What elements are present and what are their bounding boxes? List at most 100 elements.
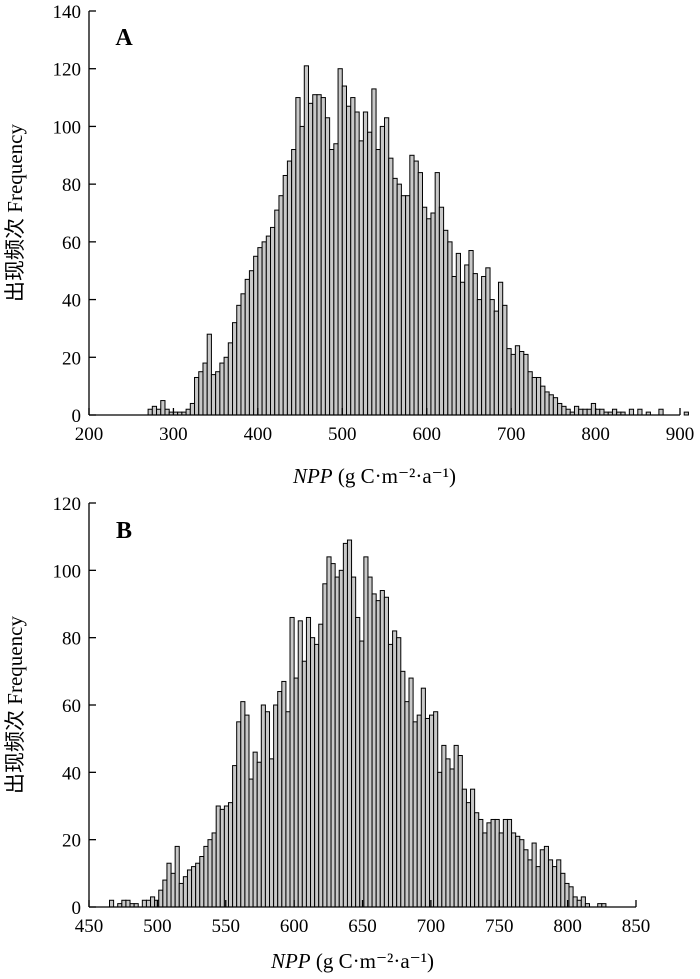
histogram-bar (586, 408, 592, 416)
histogram-bar (297, 620, 303, 908)
histogram-bar (308, 102, 314, 416)
histogram-bar (240, 701, 246, 908)
histogram-bar (145, 899, 152, 908)
histogram-bar (215, 805, 221, 908)
histogram-bar (408, 677, 414, 908)
histogram-bar (223, 805, 229, 908)
histogram-bar (400, 670, 406, 908)
histogram-bar (202, 362, 208, 416)
histogram-bar (174, 845, 180, 908)
histogram-bar (548, 394, 554, 416)
y-axis-title: 出现频次 Frequency (3, 124, 27, 302)
histogram-bar (498, 832, 504, 908)
histogram-bar (191, 866, 197, 908)
histogram-bar (195, 862, 201, 908)
histogram-bar (461, 788, 467, 908)
x-tick-label: 800 (581, 424, 610, 445)
histogram-bar (421, 206, 428, 416)
histogram-bar (170, 872, 176, 908)
histogram-bar (556, 859, 562, 908)
histogram-bar (405, 195, 411, 416)
histogram-bar (527, 371, 533, 416)
histogram-bar (295, 97, 301, 416)
histogram-bar (447, 241, 453, 416)
histogram-bar (346, 539, 353, 908)
histogram-bar (476, 299, 483, 416)
histogram-bar (582, 408, 588, 416)
histogram-bar (568, 886, 574, 908)
histogram-bar (490, 818, 496, 908)
histogram-bar (472, 273, 478, 416)
histogram-bar (437, 771, 443, 908)
histogram-bar (362, 111, 369, 416)
histogram-bar (416, 714, 422, 908)
panel-label: B (116, 518, 132, 544)
histogram-bar (203, 845, 209, 908)
histogram-bar (478, 818, 484, 908)
histogram-bar (337, 68, 343, 416)
y-tick-label: 20 (62, 348, 81, 369)
x-axis-title-italic: NPP (292, 464, 333, 488)
histogram-bar (561, 405, 567, 416)
histogram-bar (453, 744, 459, 908)
histogram-bar (219, 808, 225, 908)
histogram-bar (383, 596, 389, 908)
histogram-bar (355, 616, 361, 908)
histogram-bar (333, 143, 339, 416)
histogram-bar (527, 859, 533, 908)
histogram-bar (497, 281, 504, 416)
histogram-bar (330, 563, 336, 908)
histogram-bar (342, 542, 348, 908)
histogram-bar (375, 149, 381, 416)
histogram-bar (257, 247, 263, 416)
histogram-bar (519, 351, 525, 416)
histogram-bar (261, 241, 267, 416)
histogram-bar (506, 348, 512, 416)
histogram-bar (318, 623, 324, 908)
histogram-bar (141, 899, 147, 908)
histogram-bar (324, 117, 331, 416)
x-tick-label: 800 (553, 916, 582, 937)
histogram-bar (248, 778, 254, 908)
histogram-bar (523, 353, 529, 416)
histogram-bar (392, 630, 398, 908)
histogram-bar (552, 397, 559, 416)
x-tick-label: 550 (212, 916, 241, 937)
chart-panel-a: 200 300 400 500 600 700 800 900 0 20 40 60 80 100 120 1… (3, 2, 694, 488)
histogram-bar (531, 842, 537, 908)
histogram-bar (121, 899, 127, 908)
histogram-bar (489, 299, 495, 416)
histogram-bar (147, 408, 153, 416)
histogram-bar (109, 899, 115, 908)
histogram-bar (285, 711, 291, 908)
histogram-bar (264, 711, 271, 908)
histogram-bar (514, 345, 521, 416)
histogram-bar (227, 342, 234, 416)
histogram-bar (198, 371, 204, 416)
histogram-bar (211, 832, 217, 908)
histogram-bar (485, 267, 491, 416)
x-axis-title-units: (g C·m⁻²·a⁻¹) (311, 949, 434, 973)
histogram-bar (260, 704, 266, 908)
histogram-bar (535, 866, 541, 908)
x-tick-label: 400 (244, 424, 273, 445)
histogram-bar (494, 818, 500, 908)
histogram-bar (396, 183, 402, 416)
y-tick-label: 80 (62, 175, 81, 196)
x-tick-label: 600 (280, 916, 309, 937)
histogram-bar (316, 94, 322, 416)
x-tick-label: 450 (75, 916, 104, 937)
chart-panel-b: 450 500 550 600 650 700 750 800 850 0 20 40 60 80 100 1… (3, 494, 650, 973)
histogram-bar (278, 195, 284, 416)
histogram-bar (265, 235, 272, 416)
histogram-bar (552, 866, 558, 908)
histogram-bar (334, 576, 340, 908)
histogram-bar (576, 899, 582, 908)
histogram-bar (531, 376, 537, 416)
histogram-bar (314, 643, 320, 908)
histogram-bar (572, 896, 578, 908)
histogram-bar (158, 889, 164, 908)
histogram-bar (125, 899, 131, 908)
histogram-bar (481, 275, 487, 416)
histogram-bar (160, 400, 166, 416)
